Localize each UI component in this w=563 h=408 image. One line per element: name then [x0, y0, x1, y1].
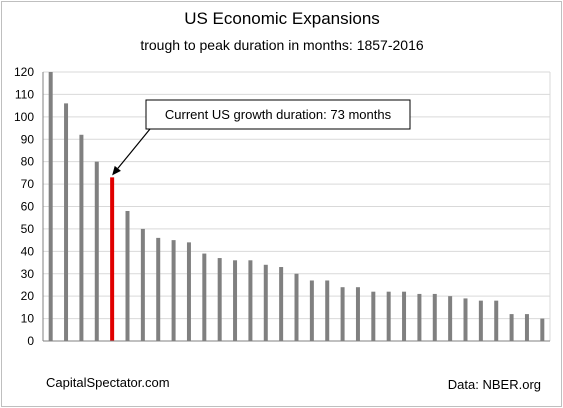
- bar-current-expansion: [110, 177, 115, 341]
- annotation-arrow: [117, 128, 151, 169]
- bar: [371, 291, 376, 341]
- y-tick-label: 110: [15, 87, 34, 101]
- y-tick-label: 60: [21, 200, 35, 214]
- bar: [94, 161, 99, 341]
- y-tick-label: 100: [14, 110, 34, 124]
- annotation-text: Current US growth duration: 73 months: [165, 107, 392, 122]
- y-tick-label: 10: [21, 312, 35, 326]
- bar: [386, 291, 391, 341]
- bar: [140, 228, 145, 341]
- y-tick-label: 70: [21, 177, 35, 191]
- y-tick-label: 90: [21, 132, 35, 146]
- y-axis-ticks: 0 10 20 30 40 50 60 70 80 90 100 110 120: [14, 65, 34, 348]
- bar: [156, 237, 161, 341]
- bar: [355, 287, 360, 341]
- bars: [48, 72, 545, 341]
- bar: [509, 314, 514, 341]
- source-label: Data: NBER.org: [448, 377, 541, 392]
- current-duration-annotation: Current US growth duration: 73 months: [112, 99, 411, 176]
- y-tick-label: 0: [27, 334, 34, 348]
- bar: [125, 210, 130, 341]
- chart-subtitle: trough to peak duration in months: 1857-…: [140, 37, 424, 53]
- bar: [325, 280, 330, 341]
- bar: [233, 260, 238, 341]
- y-tick-label: 40: [21, 244, 35, 258]
- bar: [540, 318, 545, 341]
- bar: [524, 314, 529, 341]
- bar: [463, 298, 468, 341]
- annotation-box: [145, 99, 411, 130]
- bar: [294, 273, 299, 341]
- bar: [432, 293, 437, 341]
- bar: [217, 258, 222, 341]
- chart-title: US Economic Expansions: [184, 9, 380, 28]
- credit-label: CapitalSpectator.com: [46, 375, 170, 390]
- bar: [402, 291, 407, 341]
- bar: [309, 280, 314, 341]
- bar: [202, 253, 207, 341]
- bar: [186, 242, 191, 341]
- bar: [417, 293, 422, 341]
- bar: [64, 103, 69, 341]
- bar: [478, 300, 483, 341]
- y-tick-label: 80: [21, 155, 35, 169]
- bar: [263, 264, 268, 341]
- y-tick-label: 120: [14, 65, 34, 79]
- y-tick-label: 50: [21, 222, 35, 236]
- bar: [279, 267, 284, 341]
- y-tick-label: 30: [21, 267, 35, 281]
- bar: [79, 134, 84, 341]
- bar: [340, 287, 345, 341]
- bar: [248, 260, 253, 341]
- annotation-arrowhead: [112, 165, 121, 176]
- bar: [448, 296, 453, 341]
- bar: [171, 240, 176, 341]
- bar: [48, 72, 53, 341]
- y-tick-label: 20: [21, 289, 35, 303]
- bar: [494, 300, 499, 341]
